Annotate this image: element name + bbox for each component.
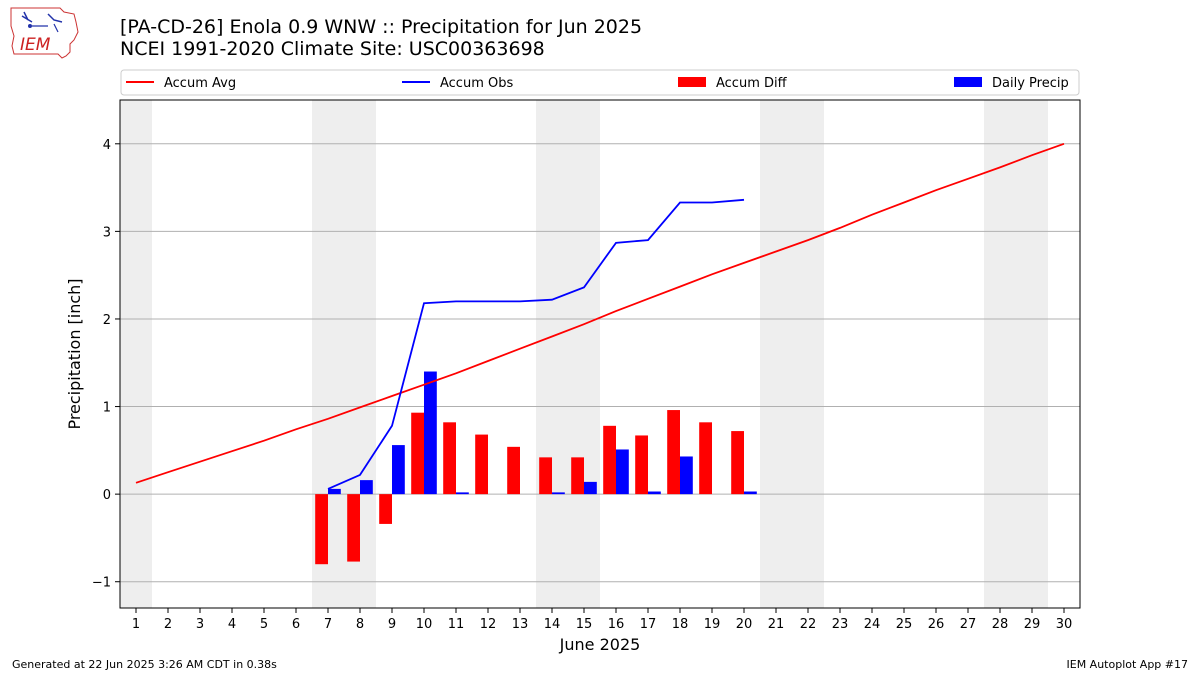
daily-precip-bar: [328, 488, 341, 495]
x-tick-label: 20: [736, 617, 753, 632]
daily-precip-bar: [456, 492, 469, 495]
accum-diff-bar: [507, 446, 520, 495]
x-tick-label: 14: [544, 617, 561, 632]
daily-precip-bar: [360, 480, 373, 495]
plot-frame: [119, 99, 1081, 609]
x-tick-label: 6: [292, 617, 300, 632]
accum-diff-bar: [571, 457, 584, 495]
x-tick-label: 24: [864, 617, 881, 632]
weekend-shade: [760, 100, 792, 608]
accum-diff-bar: [347, 494, 360, 562]
x-tick-label: 8: [356, 617, 364, 632]
x-tick-label: 7: [324, 617, 332, 632]
y-tick-label: −1: [92, 576, 111, 591]
accum-diff-bar: [731, 431, 744, 495]
x-tick-label: 11: [448, 617, 465, 632]
accum-diff-bar: [667, 410, 680, 495]
y-tick-label: 0: [103, 488, 111, 503]
x-tick-label: 17: [640, 617, 657, 632]
accum-diff-bar: [539, 457, 552, 495]
x-tick-label: 30: [1056, 617, 1073, 632]
weekend-shade: [1016, 100, 1048, 608]
daily-precip-bar: [584, 481, 597, 495]
generated-note: Generated at 22 Jun 2025 3:26 AM CDT in …: [12, 658, 277, 671]
x-tick-label: 4: [228, 617, 236, 632]
legend-label: Daily Precip: [992, 76, 1069, 91]
title-line-2: NCEI 1991-2020 Climate Site: USC00363698: [120, 38, 545, 60]
daily-precip-bar: [424, 371, 437, 495]
legend: Accum Avg Accum Obs Accum Diff Daily Precip: [120, 69, 1080, 96]
y-tick-label: 1: [103, 401, 111, 416]
y-axis-label: Precipitation [inch]: [65, 278, 84, 429]
daily-precip-bar: [648, 491, 661, 495]
daily-precip-bar: [552, 492, 565, 495]
legend-swatch: [954, 77, 982, 87]
x-tick-label: 18: [672, 617, 689, 632]
app-note: IEM Autoplot App #17: [1066, 658, 1189, 671]
legend-label: Accum Obs: [440, 76, 513, 91]
x-tick-label: 1: [132, 617, 140, 632]
x-tick-label: 13: [512, 617, 529, 632]
accum-diff-bar: [379, 494, 392, 524]
weekend-shade: [120, 100, 152, 608]
accum-diff-bar: [635, 435, 648, 495]
daily-precip-bar: [744, 491, 757, 495]
x-tick-label: 3: [196, 617, 204, 632]
x-tick-label: 9: [388, 617, 396, 632]
accum-avg-line: [135, 142, 1065, 484]
logo-text: IEM: [20, 35, 51, 55]
accum-diff-bar: [443, 422, 456, 495]
x-tick-label: 28: [992, 617, 1009, 632]
x-tick-label: 10: [416, 617, 433, 632]
x-tick-label: 16: [608, 617, 625, 632]
x-tick-label: 2: [164, 617, 172, 632]
accum-diff-bar: [603, 425, 616, 495]
daily-precip-bar: [616, 449, 629, 495]
x-axis-label: June 2025: [559, 635, 641, 654]
accum-diff-bar: [475, 434, 488, 495]
x-tick-label: 29: [1024, 617, 1041, 632]
x-tick-label: 15: [576, 617, 593, 632]
y-tick-label: 3: [103, 225, 111, 240]
legend-label: Accum Avg: [164, 76, 236, 91]
x-tick-label: 22: [800, 617, 817, 632]
x-tick-label: 26: [928, 617, 945, 632]
chart-title: [PA-CD-26] Enola 0.9 WNW :: Precipitatio…: [120, 16, 642, 60]
daily-precip-bar: [680, 456, 693, 495]
daily-precip-bar: [392, 445, 405, 495]
x-tick-label: 25: [896, 617, 913, 632]
x-tick-label: 21: [768, 617, 785, 632]
x-tick-label: 5: [260, 617, 268, 632]
weekend-shade: [536, 100, 568, 608]
legend-label: Accum Diff: [716, 76, 788, 91]
weekend-shade: [984, 100, 1016, 608]
iem-logo: IEM: [10, 7, 79, 59]
legend-box: [120, 69, 1080, 96]
legend-swatch: [678, 77, 706, 87]
x-tick-label: 23: [832, 617, 849, 632]
accum-diff-bar: [699, 422, 712, 495]
accum-obs-line: [327, 198, 745, 490]
weekend-shade: [568, 100, 600, 608]
accum-diff-bar: [411, 412, 424, 495]
x-tick-label: 12: [480, 617, 497, 632]
x-tick-label: 27: [960, 617, 977, 632]
title-line-1: [PA-CD-26] Enola 0.9 WNW :: Precipitatio…: [120, 16, 643, 38]
x-tick-label: 19: [704, 617, 721, 632]
weekend-shade: [792, 100, 824, 608]
accum-diff-bar: [315, 494, 328, 565]
y-tick-label: 4: [103, 138, 111, 153]
y-tick-label: 2: [103, 313, 111, 328]
